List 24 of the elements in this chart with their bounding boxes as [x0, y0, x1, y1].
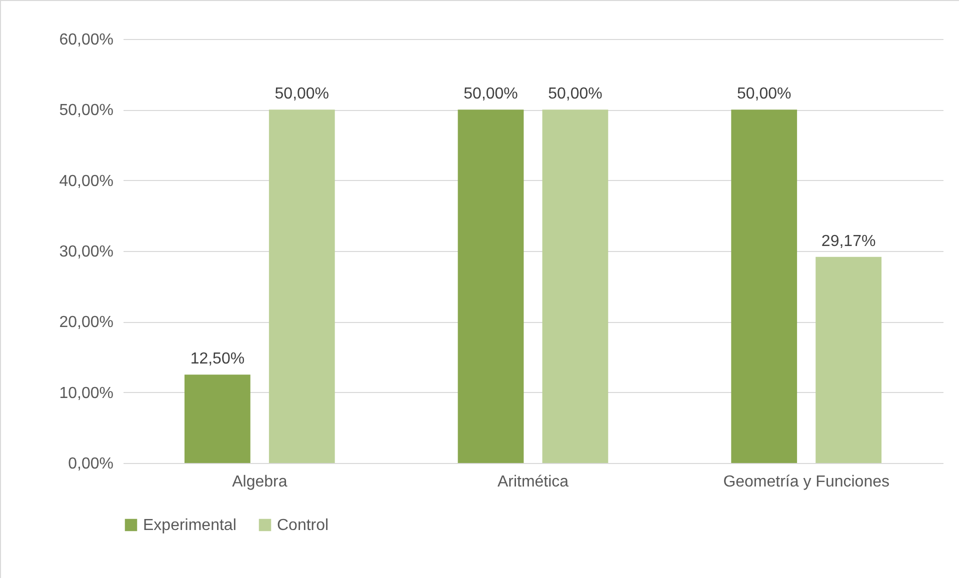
y-tick-label: 40,00% [59, 172, 114, 190]
data-label: 50,00% [736, 86, 792, 103]
bar [458, 110, 524, 463]
data-label: 12,50% [190, 350, 245, 368]
x-tick-label: Aritmética [497, 474, 569, 490]
legend-label: Experimental [143, 517, 236, 534]
y-tick-label: 50,00% [59, 102, 114, 120]
y-tick-label: 10,00% [59, 384, 114, 402]
legend-label: Control [277, 517, 329, 534]
data-label: 50,00% [274, 86, 330, 103]
bar [184, 374, 250, 463]
data-label: 29,17% [821, 232, 876, 250]
x-tick-label: Algebra [232, 474, 288, 490]
bar [816, 256, 882, 463]
y-tick-label: 20,00% [59, 314, 114, 332]
bar [542, 110, 608, 463]
data-label: 50,00% [548, 86, 602, 103]
x-tick-label: Geometría y Funciones [723, 474, 890, 490]
bar [731, 110, 798, 463]
y-tick-label: 0,00% [68, 456, 114, 472]
bar [268, 110, 335, 463]
y-tick-label: 60,00% [59, 32, 114, 48]
data-label: 50,00% [464, 86, 518, 103]
y-tick-label: 30,00% [59, 244, 114, 260]
